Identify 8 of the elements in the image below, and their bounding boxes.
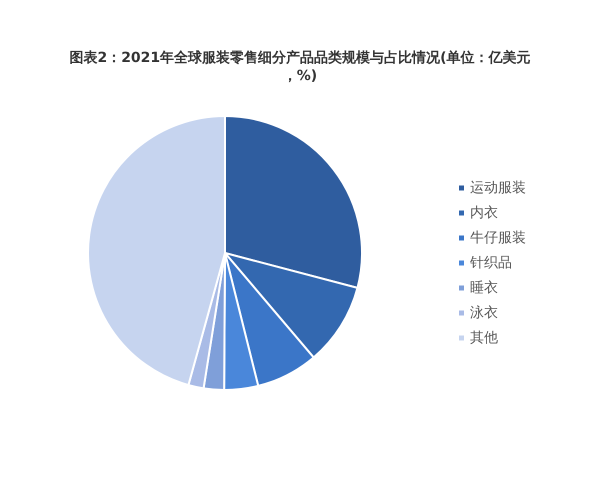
- legend-label: 其他: [470, 330, 498, 346]
- legend-label: 运动服装: [470, 180, 526, 196]
- legend-label: 泳衣: [470, 305, 498, 321]
- legend-label: 针织品: [469, 255, 512, 271]
- legend-label: 牛仔服装: [470, 230, 526, 246]
- chart-title: 图表2：2021年全球服装零售细分产品品类规模与占比情况(单位：亿美元，%): [69, 49, 531, 84]
- legend-label: 内衣: [470, 205, 498, 221]
- legend-label: 睡衣: [470, 280, 498, 296]
